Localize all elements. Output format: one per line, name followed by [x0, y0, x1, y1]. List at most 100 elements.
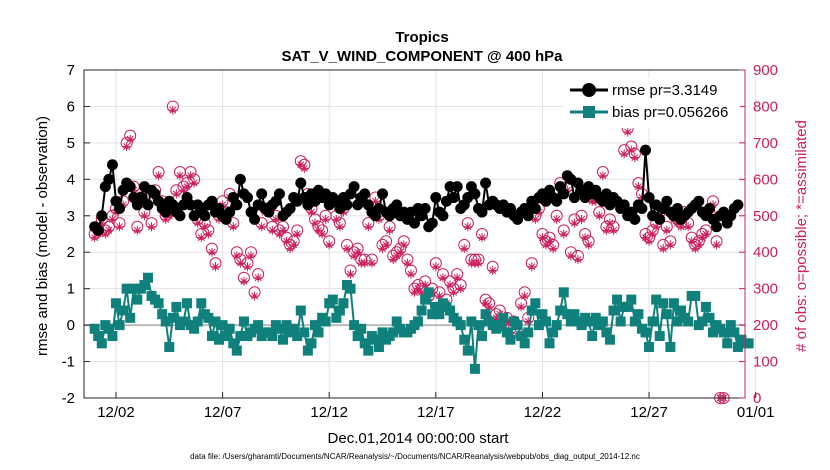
bias-series: [89, 272, 754, 374]
bias-point: [320, 316, 331, 327]
obs-assimilated-point: [353, 247, 363, 257]
bias-point: [253, 320, 264, 331]
obs-assimilated-point: [484, 302, 494, 312]
bias-point: [302, 345, 313, 356]
bias-point: [640, 327, 651, 338]
bias-point: [551, 320, 562, 331]
obs-assimilated-point: [402, 258, 412, 268]
obs-assimilated-point: [697, 233, 707, 243]
obs-assimilated-point: [648, 229, 658, 239]
legend-rmse-marker: [582, 83, 596, 97]
x-tick-label: 12/02: [97, 404, 135, 421]
bias-point: [217, 320, 228, 331]
rmse-point: [636, 202, 648, 214]
rmse-point: [256, 188, 268, 200]
bias-point: [107, 331, 118, 342]
legend-bias-marker: [583, 106, 595, 118]
obs-assimilated-point: [392, 251, 402, 261]
obs-assimilated-point: [619, 149, 629, 159]
obs-assimilated-point: [488, 265, 498, 275]
obs-assimilated-point: [420, 280, 430, 290]
rmse-point: [639, 144, 651, 156]
rmse-point: [703, 202, 715, 214]
rmse-point: [249, 213, 261, 225]
rmse-point: [96, 210, 108, 222]
bias-point: [278, 334, 289, 345]
obs-assimilated-point: [594, 211, 604, 221]
x-axis-label: Dec.01,2014 00:00:00 start: [328, 430, 510, 447]
obs-assimilated-point: [154, 171, 164, 181]
obs-assimilated-point: [530, 214, 540, 224]
obs-assimilated-point: [548, 244, 558, 254]
data-file-note: data file: /Users/gharamti/Documents/NCA…: [190, 452, 640, 461]
bias-point: [729, 327, 740, 338]
bias-point: [189, 323, 200, 334]
obs-assimilated-point: [139, 211, 149, 221]
bias-point: [466, 316, 477, 327]
bias-point: [590, 312, 601, 323]
obs-assimilated-point: [633, 182, 643, 192]
bias-point: [420, 294, 431, 305]
obs-assimilated-point: [296, 160, 306, 170]
obs-assimilated-point: [434, 291, 444, 301]
obs-assimilated-point: [640, 233, 650, 243]
bias-point: [558, 287, 569, 298]
bias-point: [281, 320, 292, 331]
obs-assimilated-point: [520, 291, 530, 301]
rmse-point: [231, 199, 243, 211]
y-tick-label: -1: [62, 354, 75, 371]
rmse-point: [618, 199, 630, 211]
obs-assimilated-point: [367, 258, 377, 268]
bias-point: [299, 327, 310, 338]
obs-assimilated-point: [598, 171, 608, 181]
bias-point: [494, 320, 505, 331]
obs-assimilated-point: [193, 218, 203, 228]
bias-point: [96, 338, 107, 349]
rmse-point: [661, 195, 673, 207]
y-tick-label: 2: [67, 244, 75, 261]
obs-assimilated-point: [179, 185, 189, 195]
bias-point: [683, 316, 694, 327]
obs-assimilated-point: [573, 255, 583, 265]
bias-point: [544, 338, 555, 349]
bias-point: [153, 298, 164, 309]
obs-assimilated-point: [175, 171, 185, 181]
bias-point: [608, 305, 619, 316]
obs-assimilated-point: [410, 287, 419, 297]
bias-point: [114, 320, 125, 331]
bias-point: [722, 338, 733, 349]
obs-assimilated-point: [278, 225, 288, 235]
obs-assimilated-point: [346, 269, 356, 279]
obs-assimilated-point: [246, 251, 256, 261]
obs-assimilated-point: [683, 222, 693, 232]
bias-point: [665, 341, 676, 352]
rmse-point: [348, 181, 360, 193]
obs-assimilated-point: [104, 225, 114, 235]
obs-assimilated-point: [324, 240, 334, 250]
bias-point: [338, 298, 349, 309]
bias-point: [171, 301, 182, 312]
bias-point: [743, 338, 754, 349]
bias-point: [445, 305, 456, 316]
obs-assimilated-point: [477, 233, 487, 243]
bias-point: [537, 309, 548, 320]
obs-assimilated-point: [580, 233, 590, 243]
x-tick-label: 12/22: [524, 404, 562, 421]
obs-assimilated-point: [289, 240, 299, 250]
obs-assimilated-point: [577, 214, 587, 224]
bias-point: [725, 320, 736, 331]
y-tick-label: 4: [67, 171, 75, 188]
bias-point: [732, 341, 743, 352]
bias-point: [391, 316, 402, 327]
obs-assimilated-point: [552, 214, 562, 224]
bias-point: [462, 345, 473, 356]
obs-assimilated-point: [378, 244, 388, 254]
bias-point: [228, 338, 239, 349]
obs-assimilated-point: [651, 222, 661, 232]
obs-assimilated-point: [242, 262, 252, 272]
obs-assimilated-point: [228, 222, 238, 232]
obs-assimilated-point: [601, 225, 611, 235]
bias-point: [473, 320, 484, 331]
bias-point: [89, 323, 100, 334]
